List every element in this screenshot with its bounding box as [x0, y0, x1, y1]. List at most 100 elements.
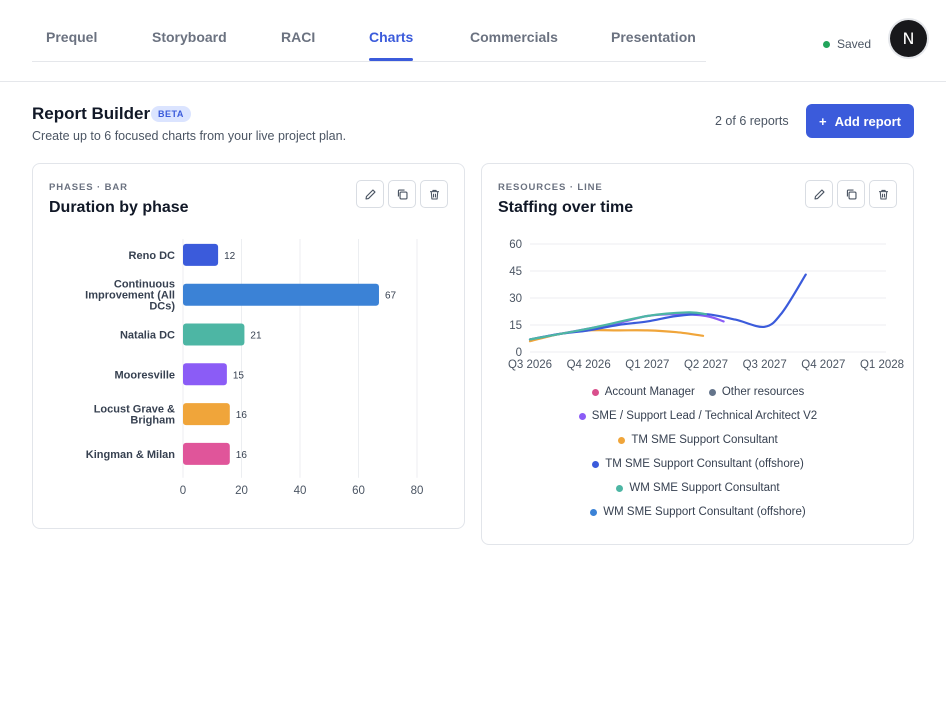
tab-storyboard[interactable]: Storyboard: [152, 29, 227, 45]
x-tick-label: 20: [235, 485, 248, 497]
staffing-line-chart: 0 15 30 45 60 Q3 2026 Q4 2026 Q1 2027 Q2 2027 Q3 …: [508, 239, 904, 371]
legend-dot: [616, 484, 624, 492]
legend-row: SME / Support Lead / Technical Architect…: [482, 410, 914, 422]
category-label: Improvement (All: [85, 290, 175, 302]
category-label: Brigham: [130, 415, 175, 427]
tab-prequel[interactable]: Prequel: [46, 29, 98, 45]
legend-label: WM SME Support Consultant: [629, 482, 780, 494]
legend-dot: [591, 388, 599, 396]
bar[interactable]: [183, 243, 219, 266]
legend-label: TM SME Support Consultant (offshore): [605, 458, 804, 470]
delete-button[interactable]: [869, 180, 897, 208]
tab-bar: Prequel Storyboard RACI Charts Commercia…: [32, 0, 706, 62]
y-tick-label: 15: [509, 320, 522, 332]
tab-presentation[interactable]: Presentation: [611, 29, 696, 45]
bar[interactable]: [183, 442, 230, 465]
top-bar: Prequel Storyboard RACI Charts Commercia…: [0, 0, 946, 82]
edit-button[interactable]: [356, 180, 384, 208]
bar-value-label: 12: [224, 251, 236, 262]
page-subtitle: Create up to 6 focused charts from your …: [32, 129, 347, 143]
legend-item[interactable]: Account Manager: [591, 386, 695, 398]
legend-dot: [618, 436, 626, 444]
legend-item[interactable]: Other resources: [708, 386, 805, 398]
duplicate-button[interactable]: [388, 180, 416, 208]
x-tick-label: 40: [294, 485, 307, 497]
legend-label: Other resources: [721, 386, 805, 398]
add-report-label: Add report: [834, 113, 902, 129]
category-label: Natalia DC: [120, 330, 175, 342]
card-label: PHASES · BAR: [49, 182, 128, 193]
avatar[interactable]: N: [890, 20, 927, 57]
legend-row: TM SME Support Consultant: [482, 434, 914, 446]
edit-icon: [813, 188, 825, 200]
x-tick-label: 0: [180, 485, 186, 497]
card-title: Duration by phase: [49, 199, 189, 216]
legend-item[interactable]: TM SME Support Consultant (offshore): [592, 458, 804, 470]
x-tick-label: Q1 2027: [625, 359, 669, 371]
legend-dot: [590, 508, 598, 516]
save-status: Saved: [823, 37, 871, 51]
bar[interactable]: [183, 363, 227, 386]
tab-raci[interactable]: RACI: [281, 29, 316, 45]
legend-item[interactable]: TM SME Support Consultant: [618, 434, 778, 446]
category-label: Locust Grave &: [94, 404, 175, 416]
bar[interactable]: [183, 403, 230, 426]
bar-value-label: 67: [385, 291, 397, 302]
beta-badge: BETA: [151, 106, 191, 122]
legend-row: TM SME Support Consultant (offshore): [482, 458, 914, 470]
edit-icon: [364, 188, 376, 200]
legend-item[interactable]: SME / Support Lead / Technical Architect…: [578, 410, 818, 422]
x-tick-label: 60: [352, 485, 365, 497]
legend-row: WM SME Support Consultant (offshore): [482, 506, 914, 518]
series-line[interactable]: [528, 311, 708, 341]
bar-value-label: 16: [236, 450, 248, 461]
bar-value-label: 16: [236, 410, 248, 421]
x-tick-label: Q1 2028: [860, 359, 904, 371]
legend-label: WM SME Support Consultant (offshore): [603, 506, 806, 518]
report-card-staffing-over-time: RESOURCES · LINE Staffing over time 0 15 3…: [481, 163, 914, 545]
edit-button[interactable]: [805, 180, 833, 208]
x-tick-label: Q3 2026: [508, 359, 552, 371]
category-label: Reno DC: [129, 250, 176, 262]
y-tick-label: 60: [509, 239, 522, 251]
legend-label: TM SME Support Consultant: [631, 434, 778, 446]
x-tick-label: Q3 2027: [743, 359, 787, 371]
x-tick-label: Q2 2027: [684, 359, 728, 371]
delete-icon: [878, 189, 888, 199]
bar[interactable]: [183, 283, 379, 306]
legend-dot: [592, 460, 600, 468]
duplicate-button[interactable]: [837, 180, 865, 208]
bar[interactable]: [183, 323, 245, 346]
legend-item[interactable]: WM SME Support Consultant: [616, 482, 780, 494]
active-tab-indicator: [369, 58, 413, 61]
legend-row: Account Manager Other resources: [482, 386, 914, 398]
legend-label: SME / Support Lead / Technical Architect…: [591, 410, 818, 422]
legend-item[interactable]: WM SME Support Consultant (offshore): [590, 506, 806, 518]
category-label: Continuous: [114, 279, 175, 291]
y-tick-label: 0: [516, 347, 522, 359]
category-label: Kingman & Milan: [86, 449, 176, 461]
series-line[interactable]: [528, 273, 807, 341]
delete-button[interactable]: [420, 180, 448, 208]
category-label: Mooresville: [114, 369, 175, 381]
save-status-label: Saved: [837, 37, 872, 51]
legend-dot: [578, 412, 586, 420]
legend-row: WM SME Support Consultant: [482, 482, 914, 494]
card-title: Staffing over time: [498, 199, 634, 216]
bar-value-label: 21: [250, 331, 262, 342]
category-label: DCs): [149, 301, 175, 313]
x-tick-label: Q4 2026: [567, 359, 611, 371]
x-tick-label: 80: [411, 485, 424, 497]
legend-dot: [708, 388, 716, 396]
y-tick-label: 45: [509, 266, 522, 278]
duration-bar-chart: 0 20 40 60 80 12 Reno DC 67 ContinuousImprovemen…: [85, 239, 424, 497]
saved-status-dot: [823, 40, 830, 48]
page-title: Report Builder: [32, 104, 151, 123]
delete-icon: [429, 189, 439, 199]
tab-commercials[interactable]: Commercials: [470, 29, 558, 45]
tab-charts[interactable]: Charts: [369, 29, 414, 45]
duplicate-icon: [846, 188, 857, 200]
report-count: 2 of 6 reports: [715, 114, 789, 128]
add-report-button[interactable]: + Add report: [806, 104, 914, 138]
legend-label: Account Manager: [604, 386, 695, 398]
